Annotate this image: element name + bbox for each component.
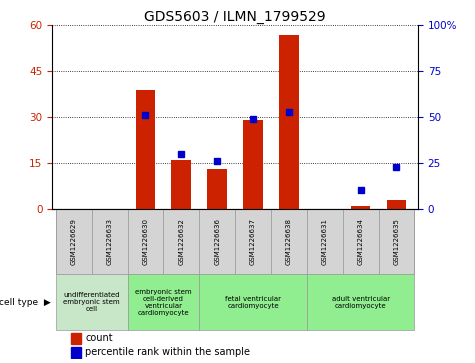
Bar <box>235 209 271 274</box>
Bar <box>200 274 307 330</box>
Bar <box>56 274 128 330</box>
Bar <box>171 160 191 209</box>
Bar <box>279 34 299 209</box>
Bar <box>342 209 379 274</box>
Bar <box>136 90 155 209</box>
Bar <box>351 206 370 209</box>
Text: GSM1226636: GSM1226636 <box>214 218 220 265</box>
Title: GDS5603 / ILMN_1799529: GDS5603 / ILMN_1799529 <box>144 11 326 24</box>
Bar <box>200 209 235 274</box>
Bar <box>128 274 200 330</box>
Text: percentile rank within the sample: percentile rank within the sample <box>85 347 250 357</box>
Text: GSM1226633: GSM1226633 <box>106 218 113 265</box>
Text: adult ventricular
cardiomyocyte: adult ventricular cardiomyocyte <box>332 295 389 309</box>
Bar <box>207 169 227 209</box>
Bar <box>379 209 414 274</box>
Bar <box>243 120 263 209</box>
Text: count: count <box>85 334 113 343</box>
Text: embryonic stem
cell-derived
ventricular
cardiomyocyte: embryonic stem cell-derived ventricular … <box>135 289 192 315</box>
Text: GSM1226634: GSM1226634 <box>358 218 364 265</box>
Bar <box>163 209 200 274</box>
Bar <box>92 209 128 274</box>
Bar <box>70 333 81 344</box>
Text: cell type  ▶: cell type ▶ <box>0 298 50 307</box>
Text: GSM1226638: GSM1226638 <box>286 218 292 265</box>
Bar <box>307 209 342 274</box>
Bar <box>56 209 92 274</box>
Text: GSM1226629: GSM1226629 <box>71 218 77 265</box>
Bar <box>271 209 307 274</box>
Text: GSM1226632: GSM1226632 <box>178 218 184 265</box>
Bar <box>70 347 81 358</box>
Text: GSM1226635: GSM1226635 <box>393 218 399 265</box>
Bar <box>307 274 414 330</box>
Text: GSM1226630: GSM1226630 <box>142 218 149 265</box>
Bar <box>128 209 163 274</box>
Text: undifferentiated
embryonic stem
cell: undifferentiated embryonic stem cell <box>63 292 120 312</box>
Text: fetal ventricular
cardiomyocyte: fetal ventricular cardiomyocyte <box>225 295 281 309</box>
Text: GSM1226637: GSM1226637 <box>250 218 256 265</box>
Text: GSM1226631: GSM1226631 <box>322 218 328 265</box>
Bar <box>387 200 406 209</box>
